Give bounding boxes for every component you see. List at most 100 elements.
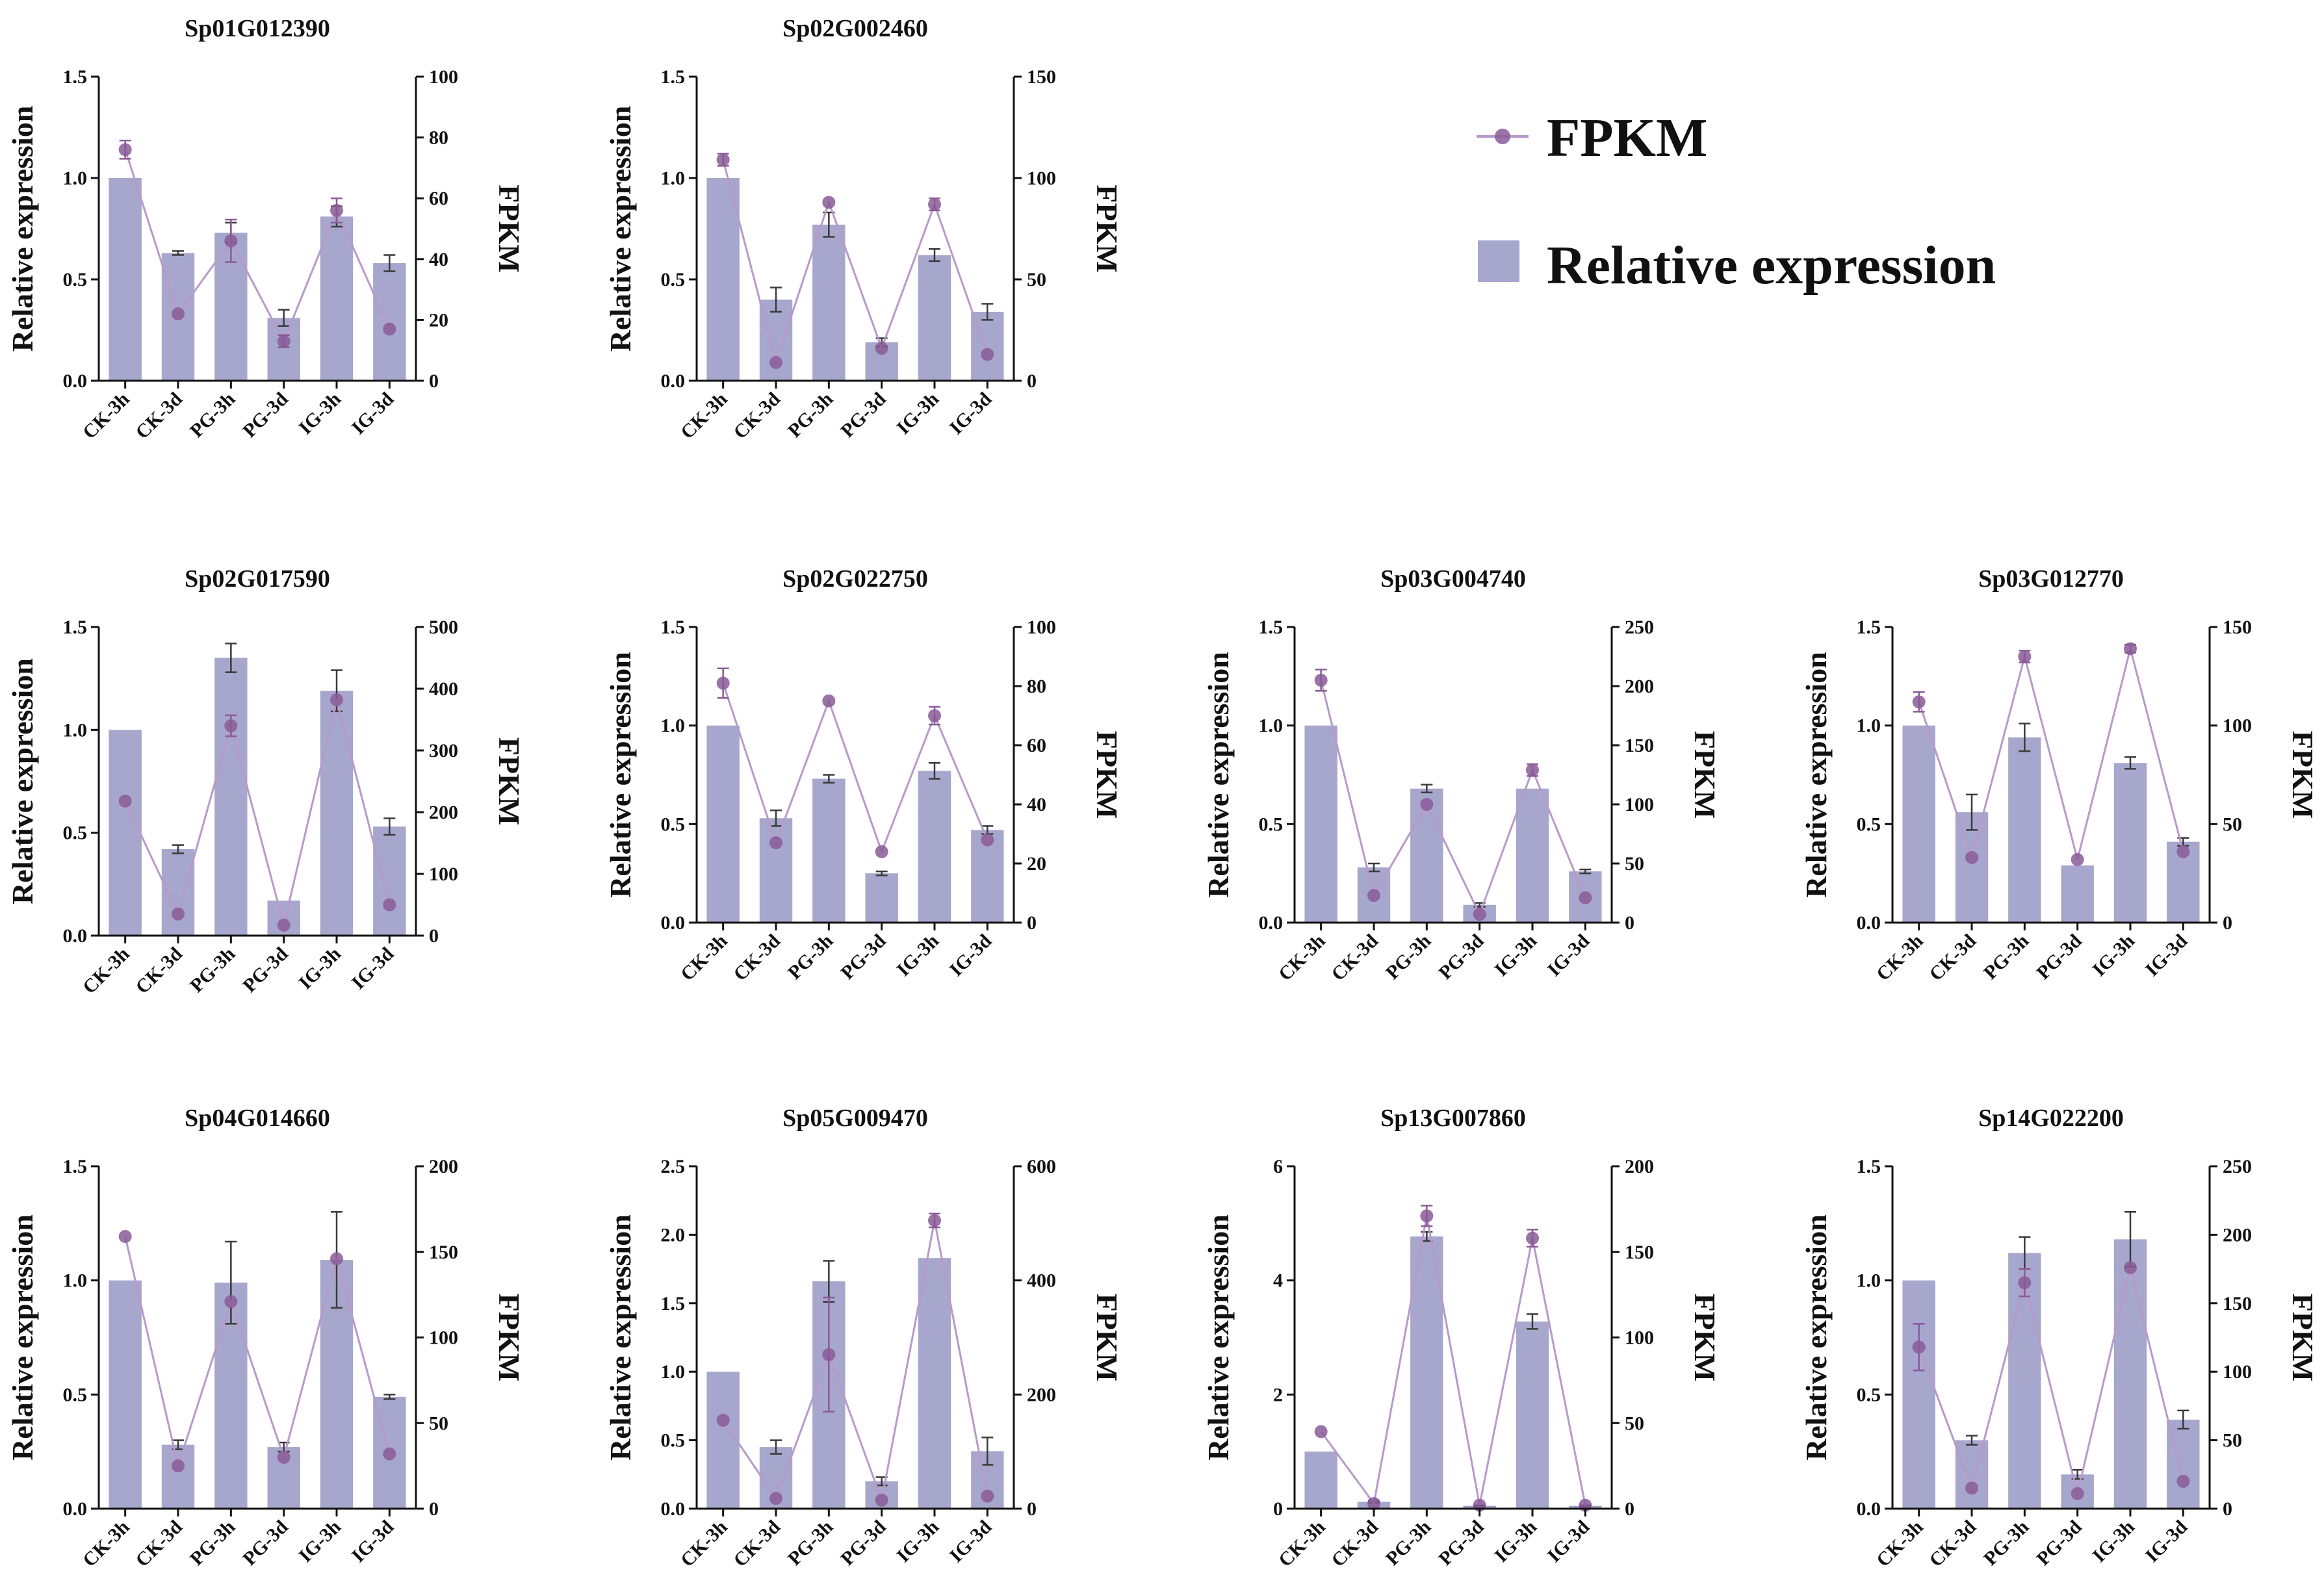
fpkm-point-IG-3d	[981, 833, 994, 847]
right-axis-title: FPKM	[2286, 1294, 2319, 1381]
right-tick-label: 150	[1027, 66, 1056, 88]
left-tick-label: 1.5	[1857, 1156, 1881, 1177]
right-tick-label: 50	[1625, 853, 1644, 875]
fpkm-point-CK-3d	[769, 1492, 782, 1505]
left-tick-label: 1.5	[63, 617, 88, 638]
chart-title: Sp03G004740	[1380, 565, 1526, 593]
fpkm-point-PG-3d	[875, 1493, 888, 1507]
chart-title: Sp01G012390	[185, 15, 330, 42]
right-tick-label: 50	[1625, 1413, 1644, 1434]
chart-panel-Sp14G022200: Sp14G022200 0.0 0.5 1.0 1.5 0 50 100 150 200 250 CK…	[1800, 1105, 2319, 1571]
fpkm-point-PG-3d	[2071, 1487, 2084, 1500]
bar-CK-3h	[706, 178, 740, 381]
fpkm-point-CK-3d	[172, 1459, 185, 1473]
left-tick-label: 1.5	[63, 66, 88, 88]
fpkm-point-CK-3h	[716, 153, 730, 166]
right-axis-title: FPKM	[1688, 1294, 1722, 1381]
right-tick-label: 300	[429, 740, 458, 761]
chart-panel-Sp01G012390: Sp01G012390 0.0 0.5 1.0 1.5 0 20 40 60 80 100 CK-3h…	[6, 15, 526, 443]
left-tick-label: 1.5	[1857, 617, 1881, 638]
left-tick-label: 4	[1273, 1270, 1283, 1292]
fpkm-point-IG-3h	[928, 198, 941, 211]
fpkm-point-CK-3h	[1912, 1340, 1926, 1354]
left-tick-label: 1.5	[661, 617, 686, 638]
x-tick-label-IG-3d: IG-3d	[946, 930, 996, 980]
right-tick-label: 100	[1027, 617, 1056, 638]
fpkm-point-PG-3d	[277, 918, 290, 932]
fpkm-point-IG-3d	[981, 1489, 994, 1503]
fpkm-point-IG-3d	[2176, 1474, 2190, 1488]
left-tick-label: 0.5	[661, 1430, 686, 1452]
fpkm-point-CK-3h	[716, 1413, 730, 1427]
fpkm-point-CK-3d	[172, 307, 185, 321]
chart-panel-Sp02G002460: Sp02G002460 0.0 0.5 1.0 1.5 0 50 100 150 CK-3hCK-…	[604, 15, 1124, 443]
fpkm-point-PG-3h	[822, 694, 836, 708]
x-tick-label-PG-3d: PG-3d	[1434, 930, 1488, 983]
bar-PG-3d	[865, 873, 898, 923]
x-tick-label-CK-3d: CK-3d	[1327, 930, 1382, 985]
bar-CK-3h	[1902, 1280, 1935, 1509]
right-tick-label: 0	[429, 1498, 439, 1520]
right-tick-label: 100	[429, 66, 458, 88]
fpkm-series-line	[124, 699, 391, 926]
right-tick-label: 200	[429, 802, 458, 823]
x-tick-label-PG-3d: PG-3d	[2032, 1516, 2085, 1569]
right-tick-label: 200	[1027, 1384, 1056, 1405]
right-tick-label: 40	[1027, 794, 1046, 815]
right-tick-label: 0	[2223, 1498, 2232, 1520]
bar-IG-3h	[918, 771, 951, 923]
bar-CK-3d	[759, 818, 793, 923]
fpkm-point-IG-3d	[981, 348, 994, 361]
bar-IG-3h	[320, 216, 354, 381]
left-tick-label: 1.5	[63, 1156, 88, 1177]
x-tick-label-IG-3d: IG-3d	[2141, 930, 2192, 980]
bar-CK-3h	[1902, 725, 1935, 923]
right-tick-label: 600	[1027, 1156, 1056, 1177]
left-tick-label: 0.0	[661, 370, 686, 392]
x-tick-label-IG-3h: IG-3h	[892, 1516, 943, 1567]
fpkm-point-IG-3h	[2124, 642, 2137, 656]
bar-CK-3d	[161, 1444, 195, 1509]
right-tick-label: 0	[1625, 912, 1634, 934]
bar-CK-3h	[109, 178, 142, 381]
left-tick-label: 1.5	[1259, 617, 1284, 638]
right-tick-label: 100	[2223, 715, 2252, 737]
x-tick-label-IG-3h: IG-3h	[2088, 1516, 2139, 1567]
chart-panel-Sp03G004740: Sp03G004740 0.0 0.5 1.0 1.5 0 50 100 150 200 250 CK…	[1202, 565, 1722, 985]
bar-IG-3h	[320, 691, 354, 936]
right-tick-label: 200	[1625, 1156, 1654, 1177]
x-tick-label-CK-3h: CK-3h	[677, 930, 732, 985]
left-axis-title: Relative expression	[604, 106, 637, 352]
left-tick-label: 1.0	[661, 715, 686, 737]
left-tick-label: 1.0	[63, 719, 88, 741]
fpkm-point-CK-3h	[118, 143, 132, 157]
fpkm-point-PG-3h	[1420, 798, 1434, 811]
x-tick-label-IG-3d: IG-3d	[2141, 1516, 2192, 1567]
fpkm-point-IG-3h	[928, 1214, 941, 1227]
x-tick-label-PG-3d: PG-3d	[836, 1516, 890, 1569]
right-tick-label: 150	[2223, 617, 2252, 638]
legend-fpkm-marker	[1495, 129, 1510, 144]
fpkm-point-PG-3d	[277, 1450, 290, 1464]
legend: FPKM Relative expression	[1477, 108, 1996, 296]
left-axis-title: Relative expression	[6, 658, 39, 904]
x-tick-label-CK-3h: CK-3h	[79, 943, 134, 998]
chart-panel-Sp02G017590: Sp02G017590 0.0 0.5 1.0 1.5 0 100 200 300 400 500 C…	[6, 565, 526, 998]
right-axis-title: FPKM	[1688, 731, 1722, 819]
chart-title: Sp13G007860	[1380, 1105, 1526, 1132]
fpkm-point-IG-3h	[2124, 1260, 2137, 1274]
fpkm-point-PG-3d	[2071, 852, 2084, 866]
right-tick-label: 100	[1027, 168, 1056, 189]
left-tick-label: 0.0	[661, 1498, 686, 1520]
bar-PG-3h	[2008, 737, 2041, 923]
x-tick-label-PG-3h: PG-3h	[1382, 1516, 1435, 1569]
left-tick-label: 0.5	[661, 813, 686, 835]
x-tick-label-CK-3h: CK-3h	[1274, 1516, 1330, 1571]
right-tick-label: 50	[2223, 1430, 2242, 1452]
fpkm-point-CK-3d	[172, 907, 185, 921]
right-axis-title: FPKM	[1091, 185, 1124, 272]
x-tick-label-CK-3h: CK-3h	[677, 388, 732, 443]
x-tick-label-PG-3d: PG-3d	[239, 1516, 292, 1569]
fpkm-point-CK-3h	[1314, 673, 1328, 687]
